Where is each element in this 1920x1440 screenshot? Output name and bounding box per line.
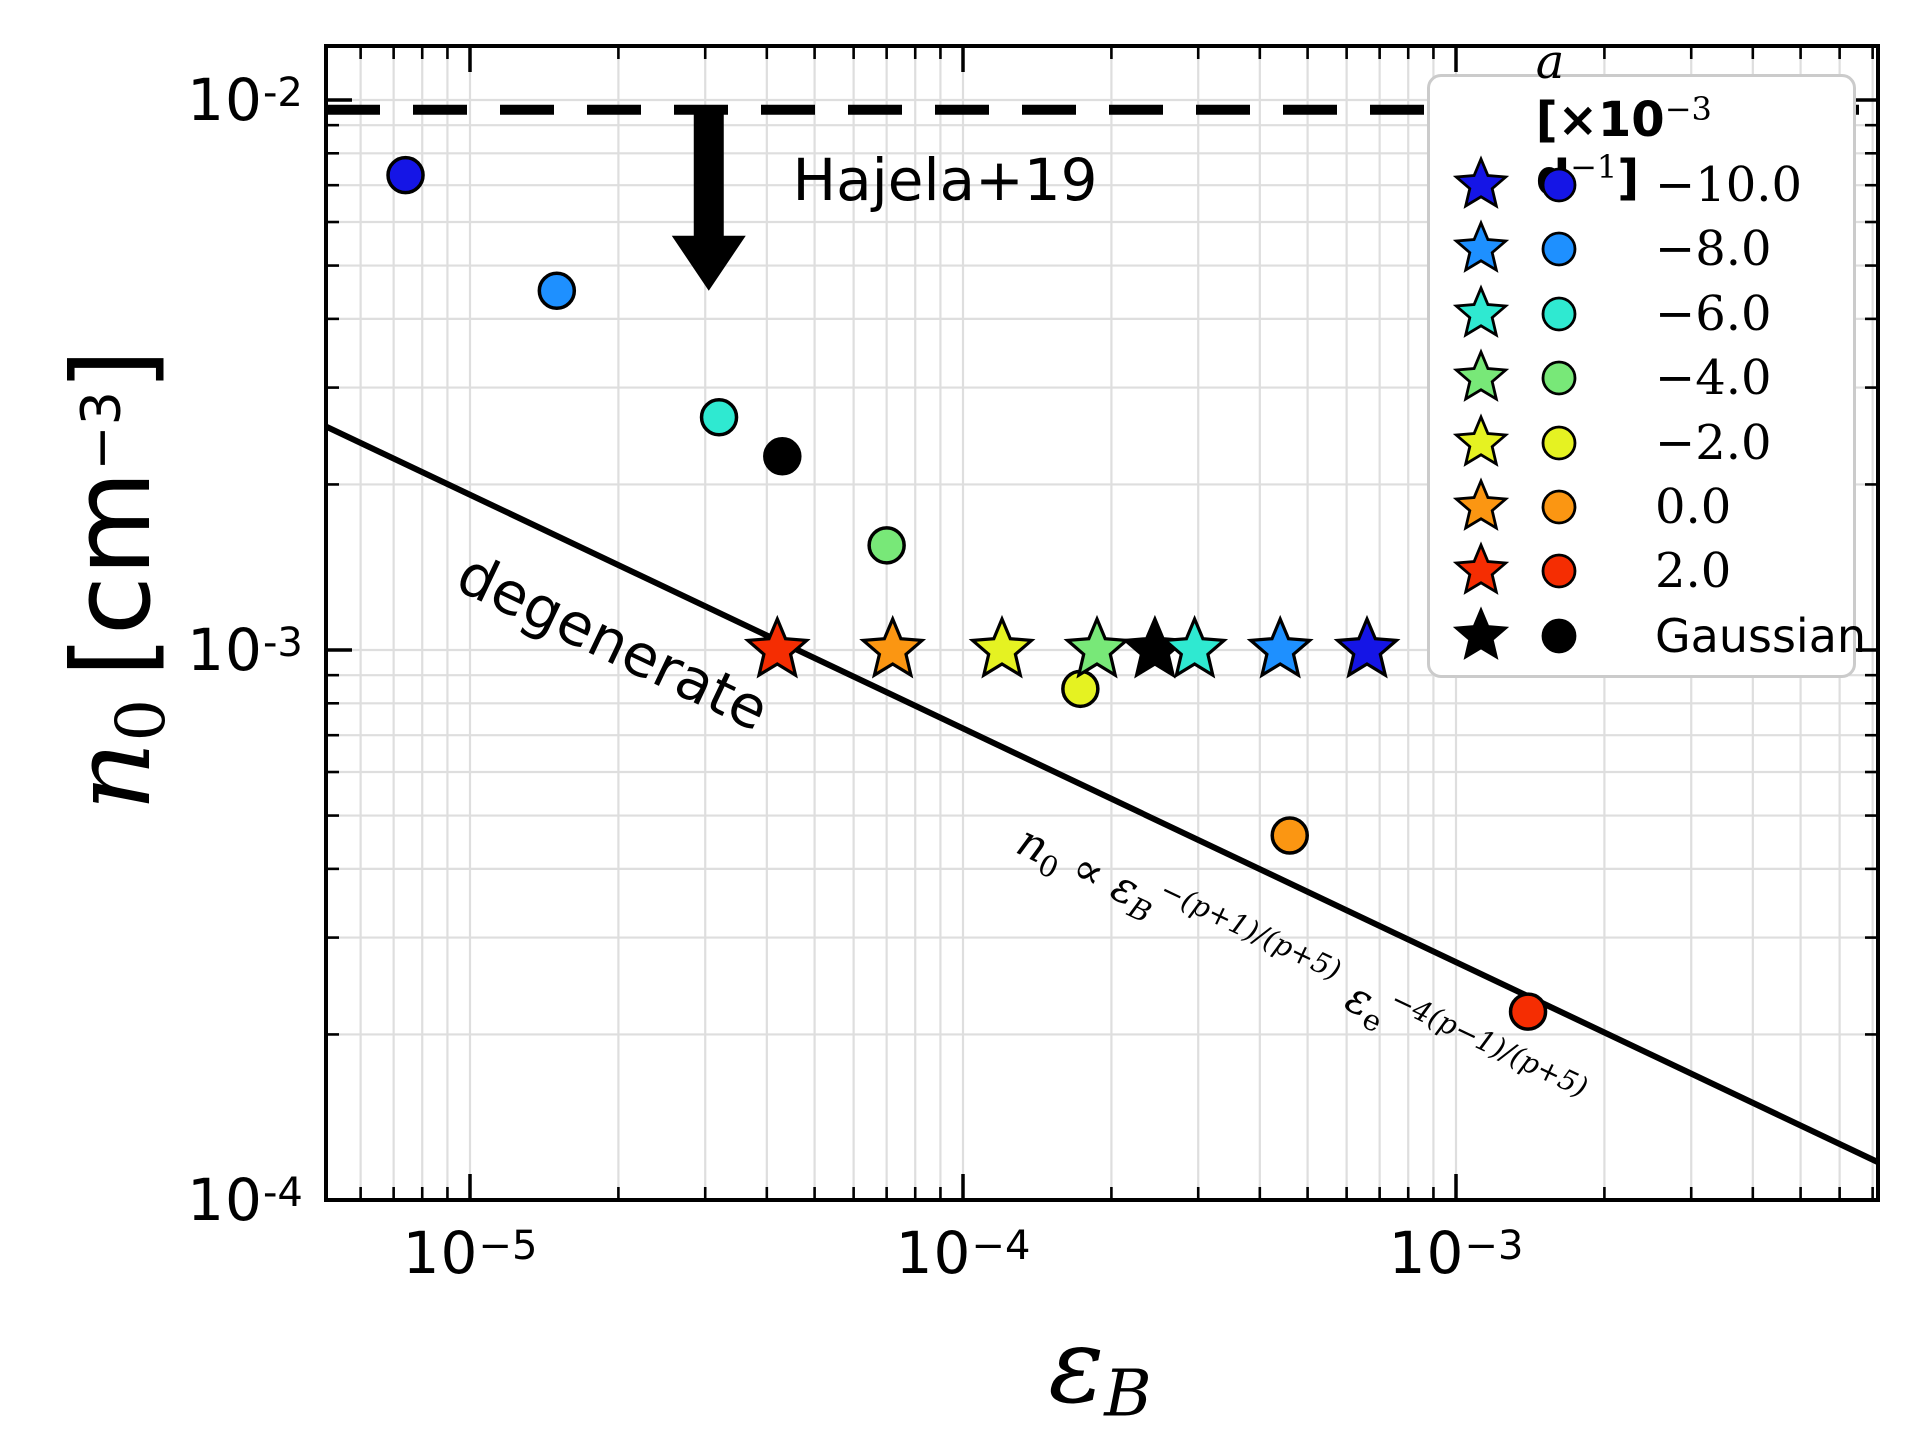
data-markers <box>386 155 1548 1031</box>
legend-star-icon <box>1452 541 1510 596</box>
legend-label: −4.0 <box>1655 350 1772 407</box>
down-arrow-icon <box>671 111 746 291</box>
x-axis-label: εB <box>1048 1304 1152 1432</box>
legend-star-icon <box>1452 412 1510 467</box>
circle-marker <box>386 155 425 195</box>
plot-frame <box>324 44 1880 1202</box>
star-marker <box>1246 614 1314 679</box>
legend-label: −8.0 <box>1655 221 1772 278</box>
legend-label: 0.0 <box>1655 479 1732 535</box>
y-tick-label: 10-3 <box>187 616 303 684</box>
hajela-annotation: Hajela+19 <box>792 146 1098 214</box>
star-marker <box>743 614 811 679</box>
y-axis-label: n0 [cm−3] <box>50 348 180 812</box>
legend-row: −6.0 <box>1430 282 1853 346</box>
legend-star-icon <box>1452 348 1510 403</box>
legend-circle-icon <box>1541 425 1577 460</box>
degenerate-power-law-line <box>324 423 1880 1166</box>
circle-marker <box>763 437 802 476</box>
legend-star-icon <box>1452 219 1510 274</box>
x-tick-label: 10−3 <box>1388 1219 1524 1287</box>
legend-circle-icon <box>1541 167 1577 203</box>
star-marker <box>1333 614 1401 679</box>
y-tick-label: 10-2 <box>187 66 303 134</box>
legend-circle-icon <box>1541 618 1577 654</box>
legend: a [×10−3 d−1] −10.0 −8.0 −6.0 −4.0 −2.0 0.0 2.… <box>1427 34 1866 678</box>
legend-circle-icon <box>1541 489 1577 525</box>
circle-marker <box>1270 816 1309 855</box>
legend-label: −10.0 <box>1655 157 1803 213</box>
legend-row: −2.0 <box>1430 411 1853 475</box>
x-tick-label: 10−4 <box>895 1219 1031 1287</box>
legend-circle-icon <box>1541 553 1577 589</box>
star-marker <box>859 614 927 679</box>
star-marker <box>1161 614 1229 679</box>
star-marker <box>1063 614 1131 679</box>
legend-star-icon <box>1452 477 1510 531</box>
legend-label: −2.0 <box>1655 414 1772 471</box>
legend-label: Gaussian <box>1655 608 1867 663</box>
circle-marker <box>867 526 906 565</box>
legend-star-icon <box>1452 284 1510 338</box>
legend-row: 0.0 <box>1430 475 1853 539</box>
circle-marker <box>1508 992 1548 1031</box>
legend-row: 2.0 <box>1430 539 1853 603</box>
circle-marker <box>699 397 739 437</box>
legend-circle-icon <box>1541 296 1577 332</box>
legend-row: Gaussian <box>1430 604 1866 668</box>
down-arrow <box>671 111 746 291</box>
legend-row: −4.0 <box>1430 346 1853 410</box>
legend-label: −6.0 <box>1655 285 1772 342</box>
legend-circle-icon <box>1541 360 1577 396</box>
star-marker <box>968 614 1036 679</box>
legend-row: −8.0 <box>1430 217 1853 281</box>
y-tick-label: 10-4 <box>187 1166 303 1234</box>
legend-circle-icon <box>1541 231 1577 267</box>
axes-spines-and-ticks <box>324 44 1880 1202</box>
circle-marker <box>1061 669 1100 709</box>
circle-marker <box>537 271 577 310</box>
legend-title: a [×10−3 d−1] <box>1535 34 1712 206</box>
legend-row: −10.0 <box>1430 153 1853 217</box>
degenerate-line <box>324 423 1880 1166</box>
x-tick-label: 10−5 <box>402 1219 538 1287</box>
legend-star-icon <box>1452 606 1510 660</box>
legend-star-icon <box>1452 155 1510 209</box>
legend-label: 2.0 <box>1655 543 1732 600</box>
